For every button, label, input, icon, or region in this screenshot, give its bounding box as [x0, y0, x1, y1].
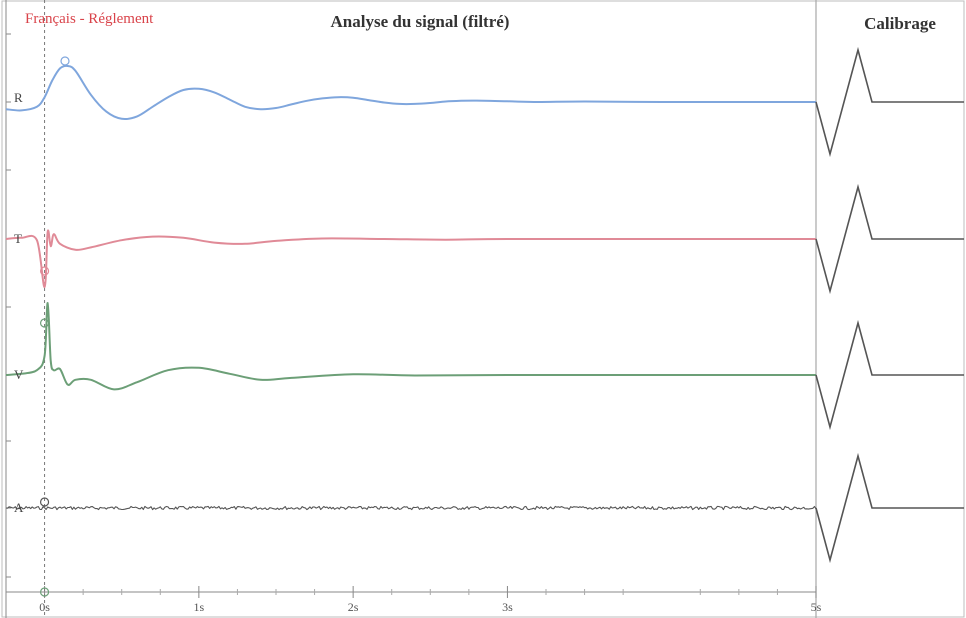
calibration-pulse-A	[815, 452, 964, 564]
onset-marker	[39, 266, 50, 276]
series-line-T	[5, 229, 816, 289]
series-line-R	[5, 64, 816, 121]
y-axis-ticks	[6, 33, 11, 578]
x-tick-label: 5s	[811, 600, 822, 614]
x-tick-label: 1s	[194, 600, 205, 614]
onset-marker	[39, 497, 50, 507]
calibration-layer	[815, 46, 964, 564]
series-line-A	[5, 505, 817, 511]
channel-label-T: T	[14, 231, 22, 246]
x-axis-ticks: 0s 1s 2s 3s 5s	[39, 586, 822, 614]
onset-markers	[39, 56, 70, 597]
onset-marker	[39, 318, 50, 328]
calibration-pulse-V	[815, 319, 964, 431]
calibration-pulse-T	[815, 183, 964, 295]
x-tick-label: 3s	[502, 600, 513, 614]
channel-label-R: R	[14, 90, 23, 105]
onset-marker	[39, 587, 50, 597]
calibration-pulse-R	[815, 46, 964, 158]
series-layer: R T V A	[5, 64, 817, 515]
channel-label-V: V	[14, 367, 24, 382]
chart-title: Analyse du signal (filtré)	[331, 12, 510, 31]
series-line-V	[5, 301, 816, 391]
subtitle-label: Français - Réglement	[25, 11, 154, 27]
onset-marker	[60, 56, 70, 66]
channel-label-A: A	[14, 500, 24, 515]
x-tick-label: 2s	[348, 600, 359, 614]
calibration-title: Calibrage	[864, 14, 936, 33]
